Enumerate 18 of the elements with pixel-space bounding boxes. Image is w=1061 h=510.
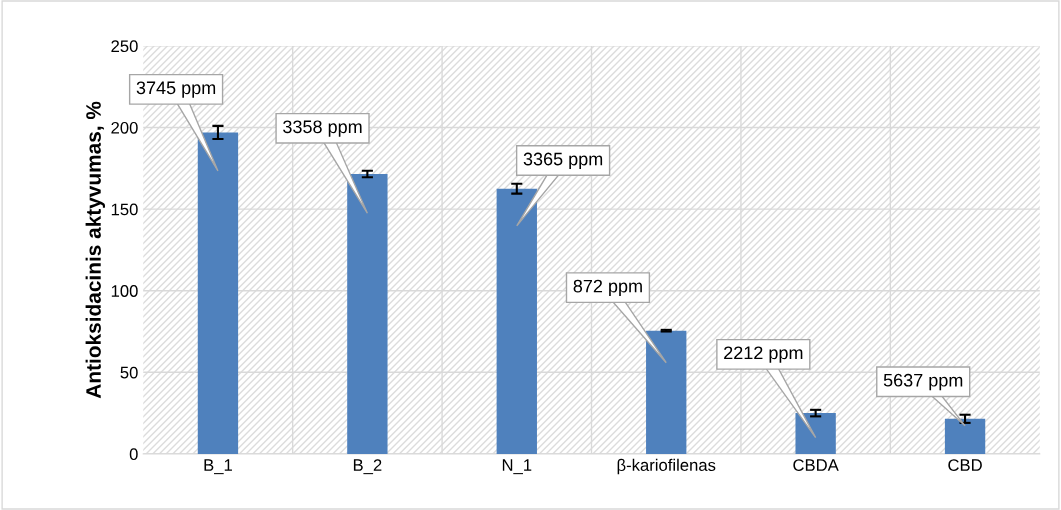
y-tick-label: 200: [111, 121, 138, 134]
annotation: 3365 ppm: [523, 152, 603, 169]
y-tick-label: 250: [111, 40, 138, 53]
x-tick-label: β-kariofilenas: [617, 458, 716, 475]
annotation: 3358 ppm: [283, 120, 362, 137]
x-tick-label: B_1: [204, 459, 232, 475]
annotation: 3745 ppm: [136, 81, 216, 98]
annotation: 2212 ppm: [724, 346, 803, 363]
x-tick-label: B_2: [353, 459, 382, 475]
y-tick-label: 50: [120, 366, 138, 379]
x-tick-label: CBD: [948, 459, 982, 471]
x-tick-label: CBDA: [793, 459, 839, 471]
y-tick-label: 0: [129, 448, 138, 461]
annotation: 872 ppm: [573, 279, 642, 297]
x-tick-label: N_1: [502, 459, 532, 475]
y-tick-label: 150: [111, 203, 138, 216]
y-tick-label: 100: [111, 285, 138, 297]
y-axis-title: Antioksidacinis aktyvumas, %: [85, 101, 106, 399]
